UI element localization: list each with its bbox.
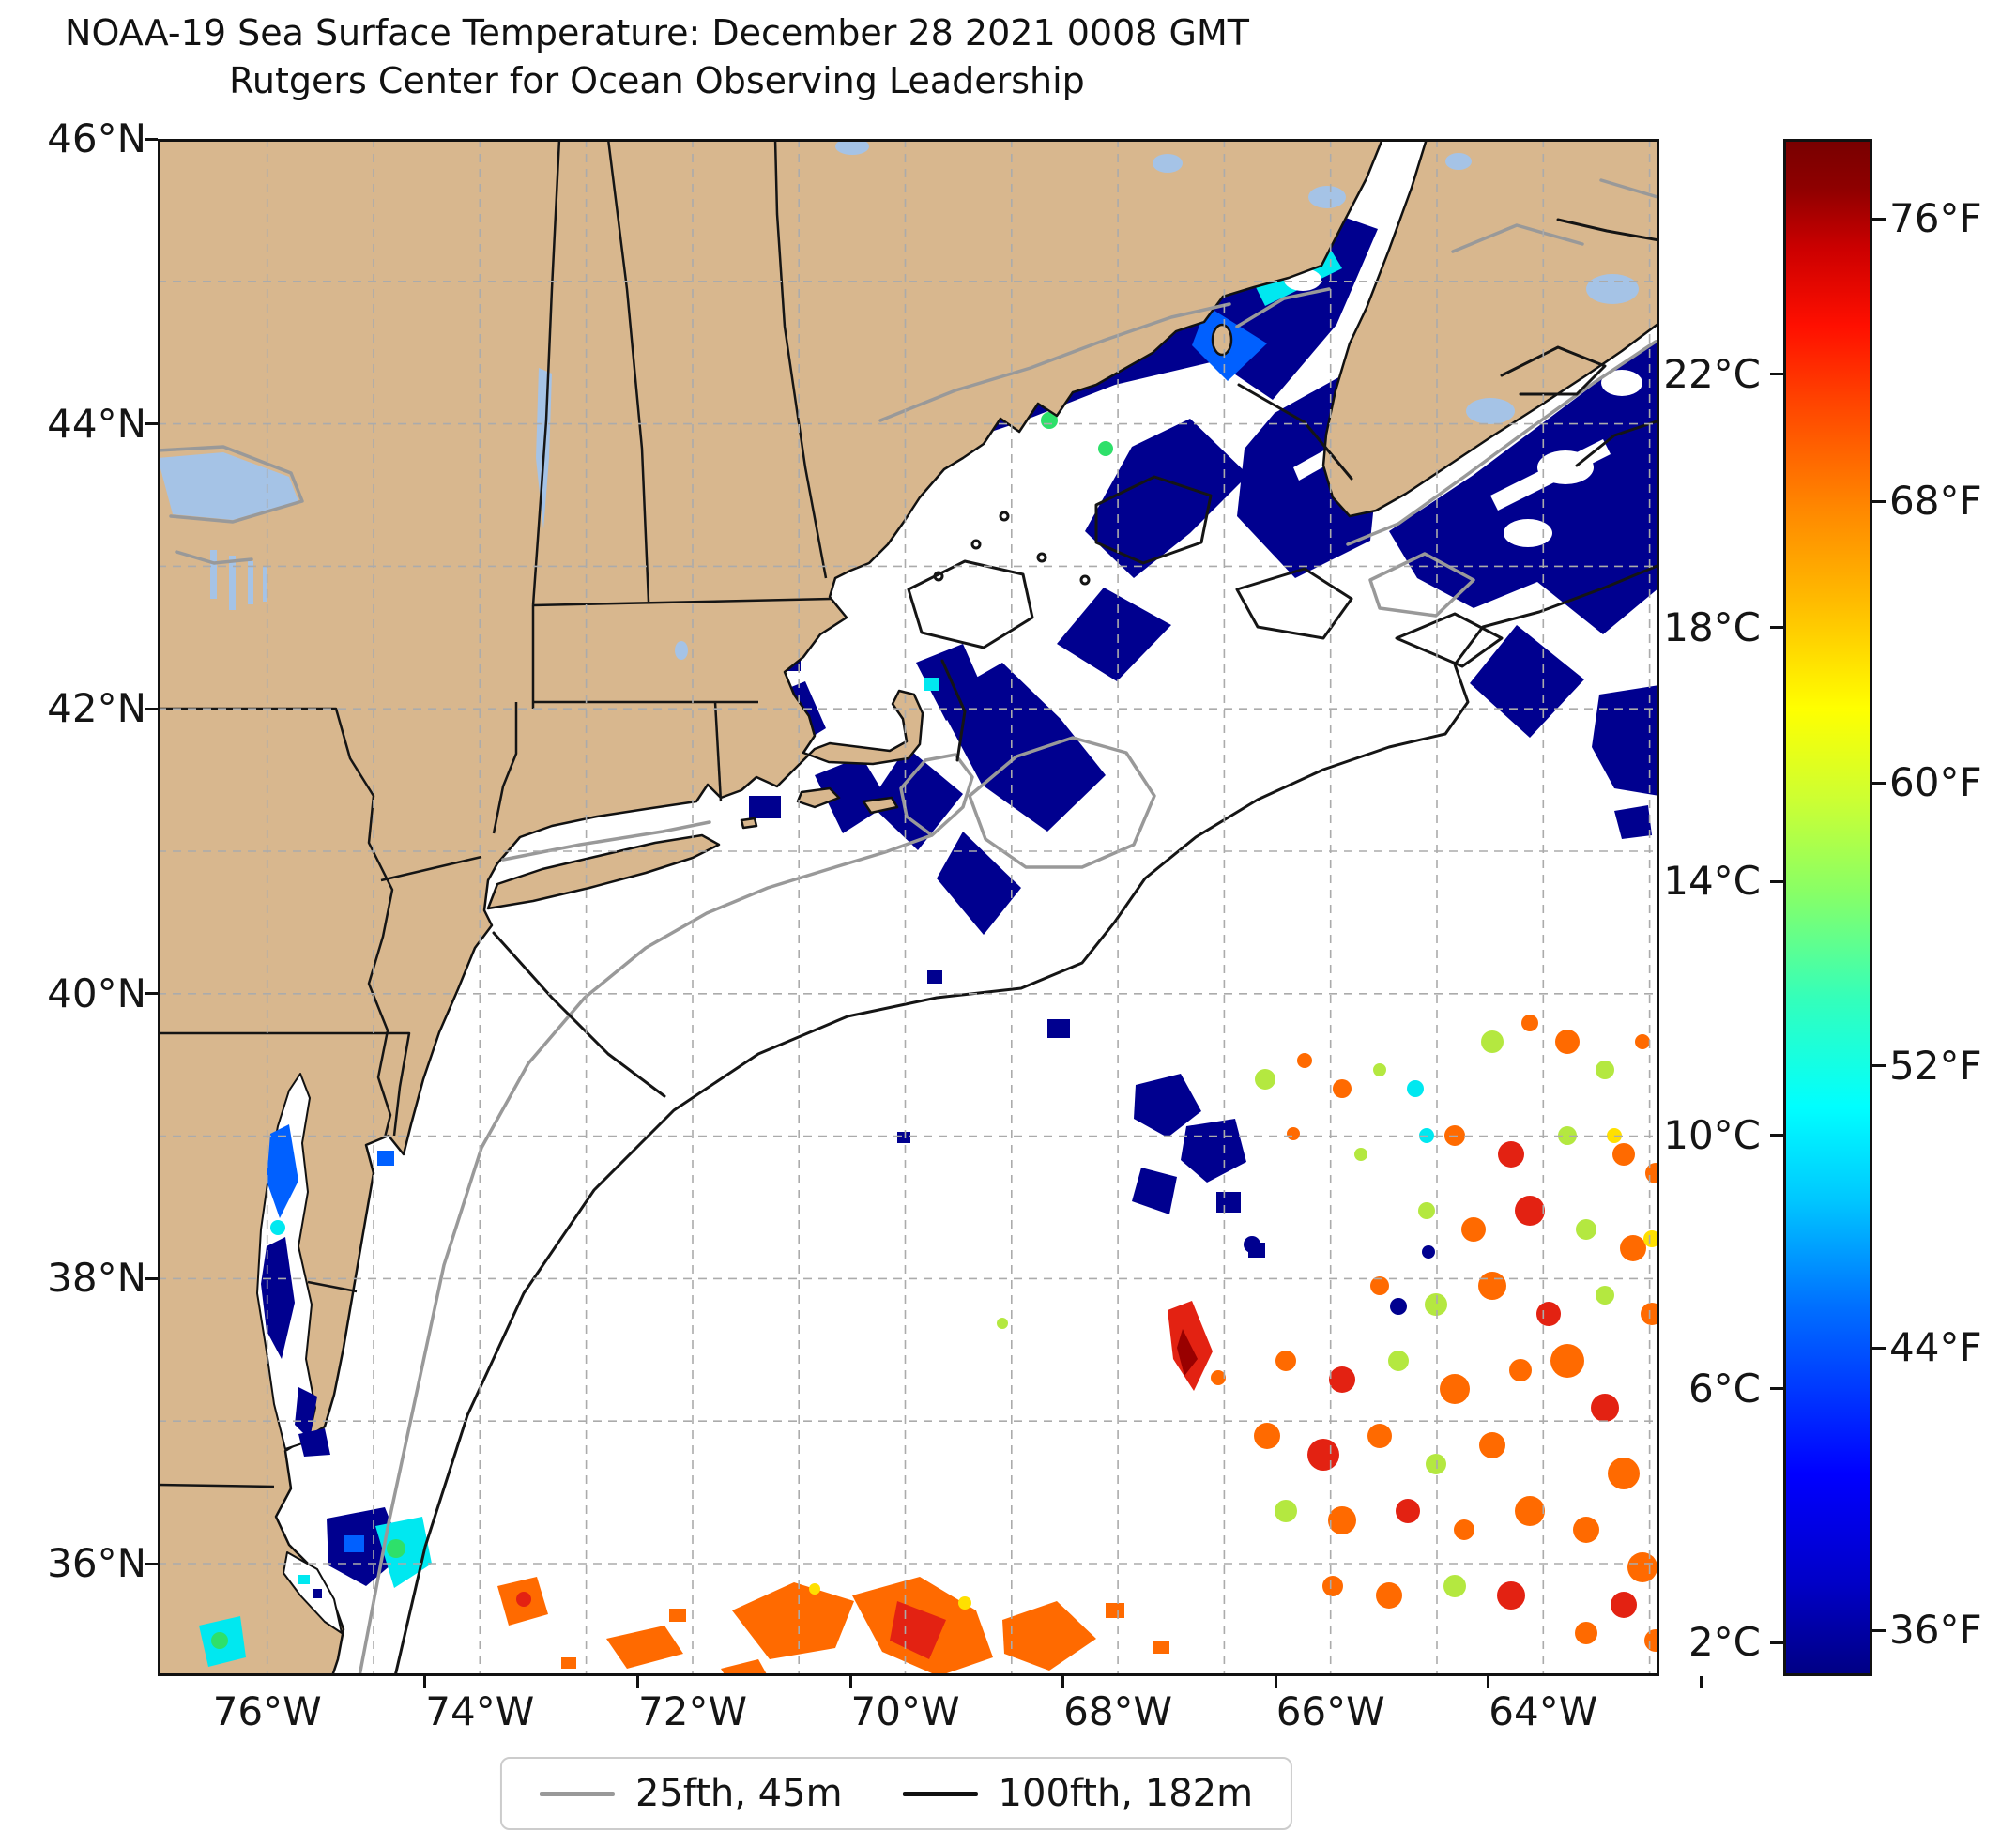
axis-tick	[145, 1562, 158, 1565]
axis-tick	[145, 1276, 158, 1280]
colorbar-label-2c: 2°C	[1688, 1619, 1761, 1666]
colorbar-label-18c: 18°C	[1663, 603, 1761, 650]
finger-lake	[229, 556, 236, 610]
nantucket	[862, 796, 899, 815]
colorbar-tick-c	[1770, 626, 1783, 629]
colorbar-tick-f	[1872, 500, 1886, 503]
colorbar-tick-f	[1872, 782, 1886, 785]
lat-label-36n: 36°N	[47, 1540, 146, 1586]
legend: 25fth, 45m 100fth, 182m	[499, 1757, 1293, 1830]
colorbar-label-68f: 68°F	[1889, 478, 1982, 525]
colorbar-tick-c	[1770, 1641, 1783, 1644]
axis-tick	[635, 1676, 639, 1688]
grand-manan	[1211, 323, 1233, 357]
legend-item-45m: 25fth, 45m	[539, 1772, 843, 1815]
lake-ontario	[158, 452, 298, 520]
lat-label-46n: 46°N	[47, 115, 146, 161]
lat-label-42n: 42°N	[47, 685, 146, 732]
state-borders	[158, 139, 832, 1488]
colorbar-label-6c: 6°C	[1688, 1365, 1761, 1412]
nova-scotia-lake	[1466, 398, 1515, 424]
colorbar-label-76f: 76°F	[1889, 195, 1982, 242]
lat-label-40n: 40°N	[47, 969, 146, 1016]
colorbar-tick-f	[1872, 218, 1886, 221]
legend-item-182m: 100fth, 182m	[902, 1772, 1254, 1815]
sst-colorbar	[1783, 139, 1872, 1676]
lat-label-44n: 44°N	[47, 400, 146, 447]
northumberland-water	[1586, 274, 1639, 304]
long-island	[486, 833, 721, 910]
sst-cold-speckles	[1244, 1236, 1435, 1315]
title-line-1: NOAA-19 Sea Surface Temperature: Decembe…	[65, 12, 1249, 53]
colorbar-tick-c	[1770, 373, 1783, 375]
legend-line-black	[902, 1791, 978, 1796]
small-lake	[835, 139, 869, 155]
finger-lake	[263, 566, 267, 602]
finger-lake	[248, 561, 253, 604]
colorbar-tick-f	[1872, 1629, 1886, 1632]
sst-estuary-patches	[199, 1124, 394, 1667]
axis-tick	[1699, 1676, 1703, 1688]
lon-label-68w: 68°W	[1063, 1688, 1173, 1734]
map-frame	[158, 139, 1659, 1676]
block-island	[740, 817, 758, 830]
sst-warm-speckles-red	[1307, 1141, 1637, 1618]
nova-scotia	[1321, 139, 1659, 518]
gridlines	[158, 139, 1659, 1676]
axis-tick	[423, 1676, 427, 1688]
colorbar-label-52f: 52°F	[1889, 1042, 1982, 1089]
colorbar-label-22c: 22°C	[1663, 350, 1761, 397]
colorbar-tick-f	[1872, 1347, 1886, 1350]
axis-tick	[145, 137, 158, 141]
bathymetry-182m-contours	[393, 218, 1659, 1676]
axis-tick	[1487, 1676, 1490, 1688]
colorbar-label-14c: 14°C	[1663, 858, 1761, 905]
mainland	[158, 139, 1384, 1676]
quabbin-reservoir	[675, 641, 688, 660]
map-area	[158, 139, 1659, 1676]
colorbar-label-10c: 10°C	[1663, 1111, 1761, 1158]
axis-tick	[1061, 1676, 1064, 1688]
legend-label-45m: 25fth, 45m	[634, 1772, 843, 1815]
colorbar-tick-c	[1770, 880, 1783, 883]
lat-label-38n: 38°N	[47, 1255, 146, 1302]
lon-label-72w: 72°W	[638, 1688, 747, 1734]
maine-lake	[1153, 154, 1183, 173]
colorbar-label-44f: 44°F	[1889, 1324, 1982, 1370]
sst-warm-speckles-orange	[1254, 1015, 1659, 1652]
sst-map	[158, 139, 1659, 1676]
axis-tick	[145, 707, 158, 710]
lon-label-66w: 66°W	[1275, 1688, 1385, 1734]
axis-tick	[1274, 1676, 1277, 1688]
legend-line-gray	[539, 1791, 615, 1796]
figure-title: NOAA-19 Sea Surface Temperature: Decembe…	[0, 9, 1314, 105]
title-line-2: Rutgers Center for Ocean Observing Leade…	[229, 59, 1085, 101]
colorbar-label-36f: 36°F	[1889, 1607, 1982, 1654]
finger-lake	[210, 550, 217, 599]
colorbar-tick-f	[1872, 1064, 1886, 1067]
axis-tick	[145, 422, 158, 426]
sst-warm-speckles-yellowgreen	[997, 1030, 1614, 1597]
legend-label-182m: 100fth, 182m	[998, 1772, 1254, 1815]
new-brunswick-lake	[1308, 186, 1346, 208]
lon-label-64w: 64°W	[1489, 1688, 1598, 1734]
axis-tick	[145, 992, 158, 996]
axis-tick	[848, 1676, 852, 1688]
lakes-layer	[158, 139, 1639, 660]
lon-label-76w: 76°W	[212, 1688, 322, 1734]
colorbar-tick-c	[1770, 1387, 1783, 1390]
colorbar-tick-c	[1770, 1134, 1783, 1137]
lon-label-74w: 74°W	[425, 1688, 535, 1734]
sst-warm-patches	[497, 1015, 1659, 1676]
colorbar-label-60f: 60°F	[1889, 759, 1982, 806]
lon-label-70w: 70°W	[850, 1688, 960, 1734]
small-lake	[1445, 153, 1472, 170]
